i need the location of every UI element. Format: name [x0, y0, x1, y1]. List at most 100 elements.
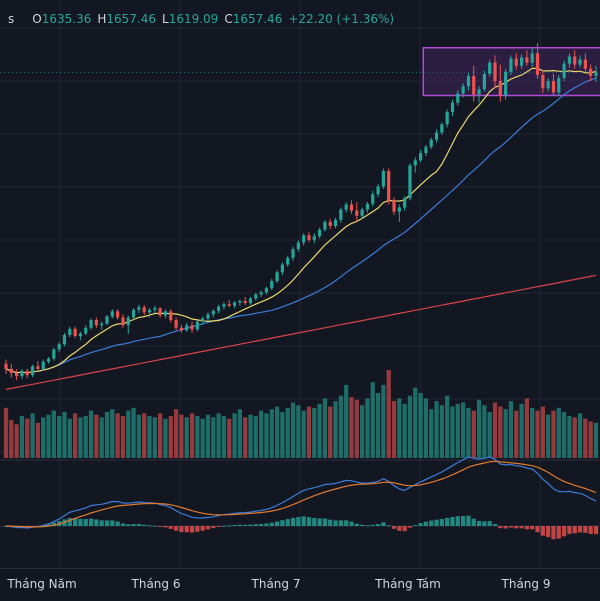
macd-histogram-bar: [386, 525, 391, 527]
candle-body: [371, 194, 375, 204]
volume-bar: [386, 370, 391, 458]
candle-body: [84, 327, 88, 334]
volume-bar: [9, 420, 14, 458]
volume-bar: [492, 402, 498, 458]
volume-bar: [99, 417, 104, 458]
volume-bar: [487, 411, 492, 458]
candle-body: [413, 160, 417, 166]
volume-bar: [110, 409, 115, 458]
macd-histogram-bar: [439, 518, 444, 526]
macd-histogram-bar: [237, 524, 242, 526]
macd-histogram-bar: [232, 524, 237, 526]
volume-bar: [455, 403, 460, 458]
volume-bar: [535, 410, 540, 458]
volume-bar: [466, 407, 471, 458]
candle-body: [46, 358, 51, 362]
volume-bar: [142, 413, 147, 458]
volume-bar: [312, 407, 317, 458]
change-value: +22.20 (+1.36%): [288, 12, 395, 26]
candle-body: [57, 344, 61, 350]
candle-body: [217, 306, 221, 311]
candle-body: [456, 93, 460, 103]
open-label: O: [32, 12, 42, 26]
macd-histogram-bar: [466, 515, 471, 526]
volume-bar: [365, 398, 370, 458]
volume-bar: [168, 416, 173, 458]
volume-bar: [445, 395, 450, 458]
volume-bar: [503, 409, 508, 458]
macd-histogram-bar: [535, 526, 540, 533]
volume-bar: [88, 410, 94, 458]
macd-histogram-bar: [524, 526, 530, 530]
macd-histogram-bar: [147, 525, 152, 527]
volume-bar: [402, 403, 407, 458]
candle-body: [567, 56, 572, 64]
macd-histogram-bar: [322, 518, 328, 526]
volume-bar: [173, 409, 179, 458]
x-tick-july: Tháng 7: [251, 577, 301, 591]
macd-histogram-bar: [115, 521, 120, 526]
candle-body: [254, 294, 258, 299]
macd-histogram-bar: [120, 523, 126, 526]
macd-histogram-bar: [274, 521, 280, 526]
macd-histogram-bar: [83, 518, 88, 526]
candle-body: [318, 229, 322, 237]
volume-bar: [259, 410, 264, 458]
candle-body: [541, 74, 545, 89]
candle-body: [376, 186, 380, 195]
candle-body: [397, 207, 401, 212]
volume-bar: [360, 405, 365, 458]
volume-bar: [333, 401, 338, 458]
macd-histogram-bar: [216, 526, 221, 527]
macd-histogram-bar: [572, 526, 577, 534]
candle-body: [349, 204, 354, 211]
volume-bar: [3, 407, 9, 458]
candle-body: [323, 221, 327, 230]
candle-body: [403, 198, 407, 208]
x-tick-may: Tháng Năm: [7, 577, 77, 591]
candle-body: [509, 58, 513, 72]
macd-histogram-bar: [280, 520, 285, 526]
volume-bar: [397, 398, 402, 458]
macd-histogram-bar: [333, 520, 338, 526]
time-axis[interactable]: Tháng Năm Tháng 6 Tháng 7 Tháng Tám Thán…: [0, 568, 600, 601]
macd-histogram-bar: [402, 526, 407, 532]
ma-mid-line: [5, 77, 597, 374]
volume-bar: [508, 401, 514, 458]
volume-bar: [200, 418, 205, 458]
volume-bar: [216, 413, 221, 458]
volume-bar: [439, 405, 444, 458]
volume-bar: [131, 407, 136, 458]
macd-histogram-bar: [152, 525, 157, 527]
volume-bar: [381, 384, 386, 458]
macd-histogram-bar: [168, 526, 173, 529]
volume-bar: [540, 406, 545, 458]
candle-body: [392, 200, 396, 212]
candle-body: [126, 317, 130, 326]
volume-bar: [126, 410, 131, 458]
candle-body: [360, 209, 364, 216]
ohlc-legend: s O 1635.36 H 1657.46 L 1619.09 C 1657.46 +2…: [8, 12, 394, 26]
candle-body: [110, 311, 114, 317]
macd-histogram-bar: [301, 516, 306, 526]
macd-histogram-bar: [498, 526, 503, 529]
volume-bar: [221, 416, 227, 458]
price-chart[interactable]: [0, 0, 600, 568]
candle-body: [73, 328, 77, 336]
candle-body: [142, 307, 146, 313]
volume-bar: [514, 410, 519, 458]
volume-bar: [120, 416, 126, 458]
close-value: 1657.46: [232, 12, 283, 26]
candle-body: [94, 320, 98, 326]
volume-bar: [274, 406, 280, 458]
volume-bar: [104, 411, 110, 458]
candle-body: [466, 75, 471, 87]
candle-body: [291, 249, 295, 258]
volume-bar: [375, 393, 381, 458]
volume-bar: [147, 416, 152, 458]
volume-bar: [115, 413, 120, 458]
macd-histogram-bar: [136, 523, 142, 526]
volume-bar: [344, 384, 349, 458]
candle-body: [583, 59, 587, 69]
macd-histogram-bar: [306, 517, 312, 526]
